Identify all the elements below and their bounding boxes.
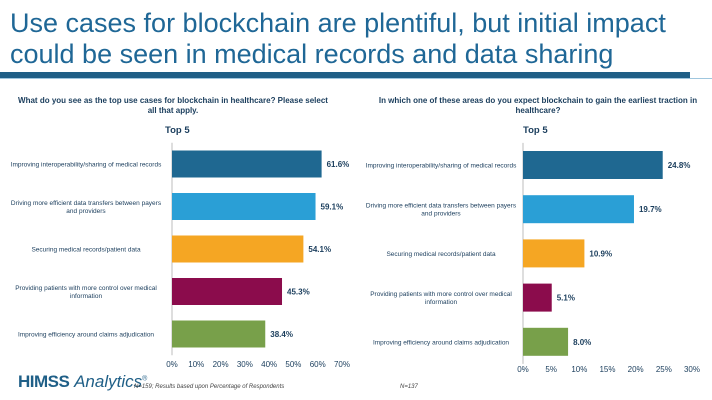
tick-label-8: 70% <box>334 360 350 369</box>
tick-label-3: 10% <box>571 365 587 374</box>
bar-3 <box>523 239 585 268</box>
tick-label-7: 30% <box>684 365 700 374</box>
right-chart-question: In which one of these areas do you expec… <box>378 96 698 115</box>
tick-label-5: 20% <box>628 365 644 374</box>
data-label-1: 61.6% <box>327 160 350 169</box>
data-label-3: 54.1% <box>308 245 331 254</box>
title-divider <box>0 72 712 79</box>
category-label-5: Improving efficiency around claims adjud… <box>18 332 154 339</box>
bar-4 <box>523 283 552 312</box>
tick-label-5: 40% <box>261 360 277 369</box>
tick-label-1: 0% <box>517 365 529 374</box>
category-label-4: Providing patients with more control ove… <box>370 291 512 306</box>
bar-5 <box>523 327 569 356</box>
data-label-1: 24.8% <box>668 161 691 170</box>
tick-label-4: 30% <box>237 360 253 369</box>
data-label-5: 8.0% <box>573 338 591 347</box>
category-label-4: Providing patients with more control ove… <box>15 285 157 300</box>
tick-label-2: 5% <box>545 365 557 374</box>
category-label-2: Driving more efficient data transfers be… <box>11 200 162 215</box>
bar-2 <box>523 195 634 224</box>
data-label-4: 45.3% <box>287 288 310 297</box>
data-label-3: 10.9% <box>589 249 612 258</box>
right-bar-chart: 24.8% Improving interoperability/sharing … <box>366 142 700 374</box>
data-label-2: 59.1% <box>321 203 344 212</box>
category-label-5: Improving efficiency around claims adjud… <box>373 339 509 346</box>
tick-label-1: 0% <box>166 360 178 369</box>
right-chart-note: N=137 <box>400 384 418 390</box>
logo-registered-mark: ® <box>142 375 148 383</box>
title-divider-dark <box>0 72 690 78</box>
bar-4 <box>172 278 283 305</box>
slide-title: Use cases for blockchain are plentiful, … <box>10 8 666 69</box>
left-chart-note: N=159; Results based upon Percentage of … <box>134 384 285 390</box>
tick-label-2: 10% <box>188 360 204 369</box>
left-chart-question: What do you see as the top use cases for… <box>18 96 328 115</box>
bar-2 <box>172 193 316 220</box>
logo-bold-text: HIMSS <box>18 372 70 391</box>
data-label-4: 5.1% <box>557 294 575 303</box>
himss-analytics-logo: HIMSS Analytics® <box>18 372 147 392</box>
category-label-1: Improving interoperability/sharing of me… <box>366 163 517 170</box>
tick-label-7: 60% <box>310 360 326 369</box>
category-label-1: Improving interoperability/sharing of me… <box>11 162 162 169</box>
logo-italic-text: Analytics <box>74 372 143 391</box>
tick-label-4: 15% <box>599 365 615 374</box>
category-label-2: Driving more efficient data transfers be… <box>366 203 517 218</box>
right-chart-subtitle: Top 5 <box>523 125 548 136</box>
bar-1 <box>523 151 663 179</box>
tick-label-6: 25% <box>656 365 672 374</box>
left-chart-subtitle: Top 5 <box>165 125 190 136</box>
data-label-2: 19.7% <box>639 205 662 214</box>
title-divider-light <box>0 78 712 79</box>
category-label-3: Securing medical records/patient data <box>31 247 141 254</box>
tick-label-3: 20% <box>213 360 229 369</box>
bar-3 <box>172 235 304 263</box>
data-label-5: 38.4% <box>270 330 293 339</box>
left-bar-chart: 61.6% Improving interoperability/sharing … <box>11 142 350 369</box>
category-label-3: Securing medical records/patient data <box>386 251 496 258</box>
bar-1 <box>172 150 322 178</box>
tick-label-6: 50% <box>285 360 301 369</box>
bar-5 <box>172 320 266 348</box>
